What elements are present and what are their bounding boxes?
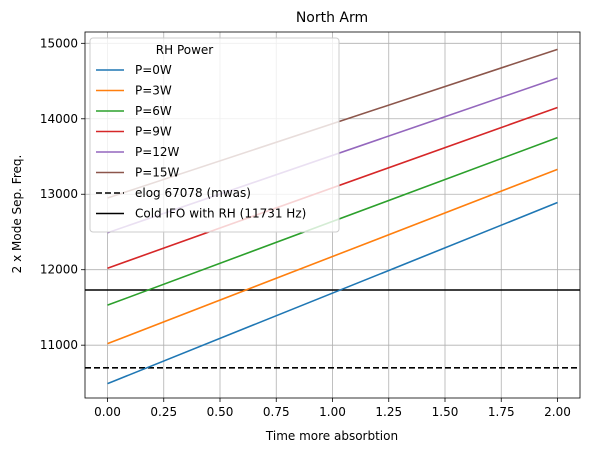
y-tick-label: 13000 [40,187,78,201]
x-axis-label: Time more absorbtion [265,429,398,443]
legend-label: P=0W [135,63,172,77]
x-tick-label: 0.75 [263,405,290,419]
x-tick-label: 1.75 [488,405,515,419]
legend-label: P=15W [135,166,180,180]
axes: 0.00 0.25 0.50 0.75 1.00 1.25 1.50 1.75 2.00 1100… [40,31,581,419]
legend-label: Cold IFO with RH (11731 Hz) [135,207,306,221]
x-tick-label: 1.50 [432,405,459,419]
x-tick-label: 2.00 [544,405,571,419]
legend-label: P=12W [135,145,180,159]
chart-title: North Arm [296,10,368,26]
x-tick-label: 0.00 [94,405,121,419]
y-tick-label: 14000 [40,112,78,126]
y-tick-label: 11000 [40,338,78,352]
x-tick-label: 1.00 [319,405,346,419]
x-tick-label: 0.50 [207,405,234,419]
series-line [107,168,558,345]
x-tick-label: 1.25 [375,405,402,419]
legend-label: P=9W [135,125,172,139]
legend-label: elog 67078 (mwas) [135,186,251,200]
series-line [107,201,558,385]
x-tick-label: 0.25 [150,405,177,419]
y-axis-label: 2 x Mode Sep. Freq. [10,155,24,274]
legend-label: P=3W [135,84,172,98]
legend-box [89,37,340,233]
y-tick-label: 15000 [40,36,78,50]
legend-title: RH Power [156,43,214,57]
legend: RH Power P=0W P=3W P=6W P=9W P=12W P=15W elog 6… [89,37,340,233]
y-tick-label: 12000 [40,263,78,277]
legend-label: P=6W [135,104,172,118]
plot-frame [84,31,581,399]
